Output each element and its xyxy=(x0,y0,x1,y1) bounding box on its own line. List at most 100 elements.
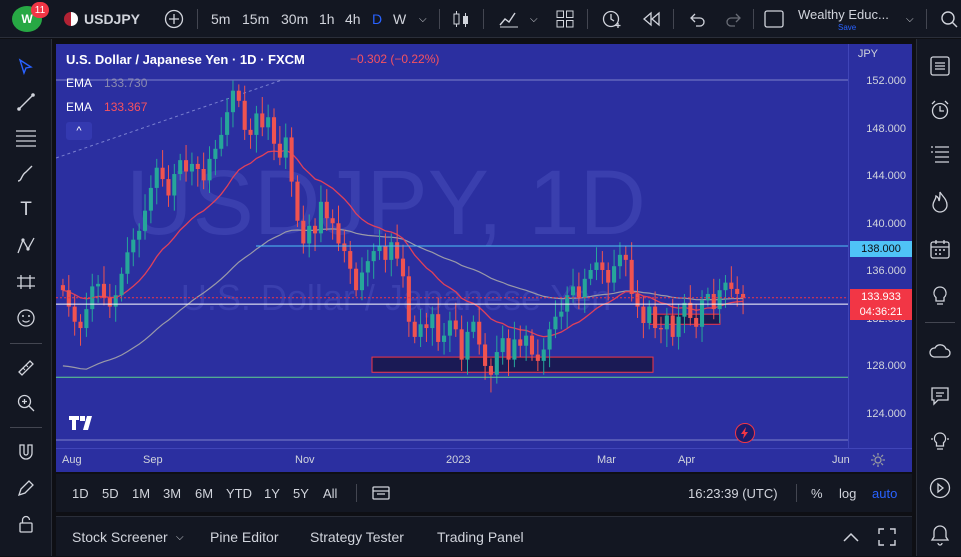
undo-icon[interactable] xyxy=(688,0,706,38)
lightning-icon[interactable] xyxy=(735,423,755,443)
trend-line-icon[interactable] xyxy=(14,90,38,114)
ema-legend-fast[interactable]: EMA 133.730 xyxy=(66,76,147,90)
watchlist-icon[interactable] xyxy=(927,53,953,79)
range-1m-button[interactable]: 1M xyxy=(132,485,151,501)
text-tool-icon[interactable]: T xyxy=(20,199,32,220)
range-1d-button[interactable]: 1D xyxy=(72,485,89,501)
price-axis[interactable] xyxy=(848,44,912,448)
chat-icon[interactable] xyxy=(927,383,953,409)
maximize-panel-icon[interactable] xyxy=(878,517,896,557)
candle-body xyxy=(582,278,587,298)
alert-clock-icon[interactable] xyxy=(601,0,623,38)
settings-gear-icon[interactable] xyxy=(870,452,886,468)
tab-trading-panel[interactable]: Trading Panel xyxy=(437,529,524,545)
interval-w[interactable]: W xyxy=(393,11,407,27)
candle xyxy=(629,242,634,302)
ruler-icon[interactable] xyxy=(14,356,38,380)
time-axis[interactable] xyxy=(56,448,912,472)
zoom-in-icon[interactable] xyxy=(14,391,38,415)
interval-4h[interactable]: 4h xyxy=(345,11,361,27)
price-tick: 144.000 xyxy=(866,170,906,182)
ema-label: EMA xyxy=(66,100,93,114)
candle xyxy=(318,185,323,243)
interval-30m[interactable]: 30m xyxy=(281,11,309,27)
save-label[interactable]: Save xyxy=(838,22,857,32)
auto-scale-toggle[interactable]: auto xyxy=(872,485,898,501)
collapse-legend-button[interactable]: ^ xyxy=(66,122,92,140)
lock-icon[interactable] xyxy=(14,512,38,536)
candle-body xyxy=(354,268,359,291)
redo-icon[interactable] xyxy=(725,0,743,38)
interval-1h[interactable]: 1h xyxy=(319,11,335,27)
notification-badge[interactable]: 11 xyxy=(31,2,49,18)
horizontal-line-price-tag[interactable]: 138.000 xyxy=(850,241,912,257)
data-window-icon[interactable] xyxy=(927,141,953,167)
ema-legend-slow[interactable]: EMA 133.367 xyxy=(66,100,147,114)
range-6m-button[interactable]: 6M xyxy=(195,485,214,501)
magnet-icon[interactable] xyxy=(14,440,38,464)
chart-pane[interactable]: USDJPY, 1D U.S. Dollar / Japanese Yen U.… xyxy=(56,44,912,472)
tab-stock-screener[interactable]: Stock Screener xyxy=(72,529,168,545)
range-5y-button[interactable]: 5Y xyxy=(293,485,309,501)
layout-name[interactable]: Wealthy Educ... xyxy=(798,6,889,22)
chevron-down-icon[interactable]: ⌵ xyxy=(906,13,914,25)
chevron-down-icon[interactable]: ⌵ xyxy=(419,13,427,25)
fib-lines-icon[interactable] xyxy=(14,126,38,150)
range-ytd-button[interactable]: YTD xyxy=(226,485,252,501)
candle-body xyxy=(483,344,488,366)
cursor-icon[interactable] xyxy=(14,55,38,79)
candle-body xyxy=(430,314,435,329)
emoji-icon[interactable] xyxy=(14,306,38,330)
search-icon[interactable] xyxy=(940,0,958,38)
candle-body xyxy=(735,288,740,294)
percent-scale-toggle[interactable]: % xyxy=(811,485,823,501)
interval-5m[interactable]: 5m xyxy=(211,11,231,27)
pattern-icon[interactable] xyxy=(14,234,38,258)
range-3m-button[interactable]: 3M xyxy=(163,485,182,501)
interval-d[interactable]: D xyxy=(372,11,383,27)
candle xyxy=(694,304,699,339)
ideas-bulb-icon[interactable] xyxy=(927,283,953,309)
playback-icon[interactable] xyxy=(927,475,953,501)
candles-icon[interactable] xyxy=(452,0,470,38)
calendar-icon[interactable] xyxy=(927,236,953,262)
alarm-clock-icon[interactable] xyxy=(927,97,953,123)
pencil-lock-icon[interactable] xyxy=(14,476,38,500)
forecast-icon[interactable] xyxy=(14,270,38,294)
interval-15m[interactable]: 15m xyxy=(242,11,270,27)
date-range-icon[interactable] xyxy=(372,474,390,512)
chart-symbol-title[interactable]: U.S. Dollar / Japanese Yen · 1D · FXCM xyxy=(66,52,305,67)
log-scale-toggle[interactable]: log xyxy=(839,485,857,501)
bell-icon[interactable] xyxy=(927,522,953,548)
chevron-down-icon[interactable]: ⌵ xyxy=(176,531,184,543)
add-symbol-icon[interactable] xyxy=(164,0,184,38)
tradingview-logo[interactable] xyxy=(68,414,98,437)
notifications-lightbulb-icon[interactable] xyxy=(927,428,953,454)
candle xyxy=(570,268,576,303)
candle-body xyxy=(512,339,517,360)
tab-strategy-tester[interactable]: Strategy Tester xyxy=(310,529,404,545)
symbol-label: USDJPY xyxy=(84,11,141,27)
candle-body xyxy=(488,365,494,375)
clock-timezone[interactable]: 16:23:39 (UTC) xyxy=(688,485,778,501)
candle-body xyxy=(553,316,558,330)
price-chart[interactable]: USDJPY, 1D U.S. Dollar / Japanese Yen xyxy=(56,44,912,472)
fullscreen-box-icon[interactable] xyxy=(764,0,784,38)
chevron-down-icon[interactable]: ⌵ xyxy=(530,13,538,25)
layout-grid-icon[interactable] xyxy=(556,0,574,38)
symbol-search-button[interactable]: USDJPY xyxy=(64,0,140,38)
hotlist-flame-icon[interactable] xyxy=(927,189,953,215)
brush-icon[interactable] xyxy=(14,162,38,186)
range-5d-button[interactable]: 5D xyxy=(102,485,119,501)
replay-icon[interactable] xyxy=(641,0,661,38)
indicators-icon[interactable] xyxy=(498,0,520,38)
range-all-button[interactable]: All xyxy=(323,485,338,501)
tab-pine-editor[interactable]: Pine Editor xyxy=(210,529,279,545)
range-1y-button[interactable]: 1Y xyxy=(264,485,280,501)
candle-body xyxy=(66,290,71,307)
chevron-up-icon[interactable] xyxy=(842,517,860,557)
candle xyxy=(635,280,640,318)
streams-cloud-icon[interactable] xyxy=(927,338,953,364)
candle xyxy=(406,266,411,337)
candle-body xyxy=(142,210,148,231)
